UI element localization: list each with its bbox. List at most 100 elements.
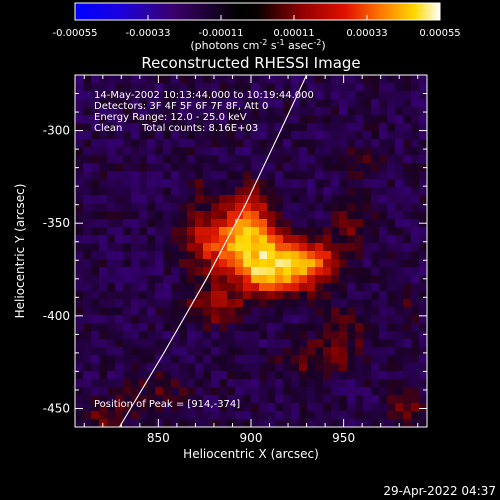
heatmap-cell bbox=[75, 147, 84, 156]
heatmap-cell bbox=[203, 163, 212, 172]
heatmap-cell bbox=[163, 219, 172, 228]
heatmap-cell bbox=[99, 203, 108, 212]
heatmap-cell bbox=[363, 379, 372, 388]
heatmap-cell bbox=[291, 395, 300, 404]
heatmap-cell bbox=[107, 211, 116, 220]
heatmap-cell bbox=[411, 163, 420, 172]
heatmap-cell bbox=[315, 387, 324, 396]
heatmap-cell bbox=[91, 411, 100, 420]
heatmap-cell bbox=[235, 283, 244, 292]
heatmap-cell bbox=[171, 123, 180, 132]
heatmap-cell bbox=[403, 307, 412, 316]
heatmap-cell bbox=[211, 403, 220, 412]
heatmap-cell bbox=[315, 235, 324, 244]
heatmap-cell bbox=[195, 187, 204, 196]
heatmap-cell bbox=[251, 123, 260, 132]
heatmap-cell bbox=[339, 195, 348, 204]
heatmap-cell bbox=[83, 259, 92, 268]
heatmap-cell bbox=[107, 123, 116, 132]
heatmap-cell bbox=[387, 347, 396, 356]
heatmap-cell bbox=[235, 267, 244, 276]
heatmap-cell bbox=[363, 99, 372, 108]
heatmap-cell bbox=[163, 387, 172, 396]
heatmap-cell bbox=[179, 275, 188, 284]
heatmap-cell bbox=[347, 379, 356, 388]
heatmap-cell bbox=[203, 403, 212, 412]
heatmap-cell bbox=[83, 139, 92, 148]
heatmap-cell bbox=[243, 91, 252, 100]
heatmap-cell bbox=[355, 315, 364, 324]
heatmap-cell bbox=[387, 107, 396, 116]
heatmap-cell bbox=[283, 275, 292, 284]
heatmap-cell bbox=[363, 307, 372, 316]
heatmap-cell bbox=[283, 139, 292, 148]
heatmap-cell bbox=[91, 75, 100, 84]
heatmap-cell bbox=[147, 307, 156, 316]
heatmap-cell bbox=[139, 363, 148, 372]
heatmap-cell bbox=[251, 235, 260, 244]
heatmap-cell bbox=[299, 403, 308, 412]
heatmap-cell bbox=[267, 91, 276, 100]
heatmap-cell bbox=[363, 259, 372, 268]
heatmap-cell bbox=[131, 291, 140, 300]
heatmap-cell bbox=[275, 147, 284, 156]
heatmap-cell bbox=[355, 139, 364, 148]
heatmap-cell bbox=[211, 219, 220, 228]
heatmap-cell bbox=[187, 355, 196, 364]
heatmap-cell bbox=[75, 307, 84, 316]
heatmap-cell bbox=[251, 83, 260, 92]
heatmap-cell bbox=[299, 131, 308, 140]
heatmap-cell bbox=[419, 299, 427, 308]
heatmap-cell bbox=[411, 283, 420, 292]
heatmap-cell bbox=[251, 315, 260, 324]
heatmap-cell bbox=[235, 307, 244, 316]
heatmap-cell bbox=[115, 195, 124, 204]
heatmap-cell bbox=[139, 299, 148, 308]
heatmap-cell bbox=[219, 139, 228, 148]
heatmap-cell bbox=[395, 139, 404, 148]
heatmap-cell bbox=[331, 171, 340, 180]
heatmap-cell bbox=[403, 227, 412, 236]
heatmap-cell bbox=[235, 243, 244, 252]
heatmap-cell bbox=[323, 355, 332, 364]
heatmap-cell bbox=[347, 355, 356, 364]
heatmap-cell bbox=[211, 243, 220, 252]
heatmap-cell bbox=[283, 371, 292, 380]
heatmap-cell bbox=[291, 403, 300, 412]
heatmap-cell bbox=[267, 243, 276, 252]
heatmap-cell bbox=[187, 371, 196, 380]
heatmap-cell bbox=[355, 275, 364, 284]
heatmap-cell bbox=[355, 307, 364, 316]
heatmap-cell bbox=[275, 339, 284, 348]
heatmap-cell bbox=[235, 83, 244, 92]
heatmap-cell bbox=[243, 227, 252, 236]
heatmap-cell bbox=[251, 99, 260, 108]
heatmap-cell bbox=[419, 259, 427, 268]
heatmap-cell bbox=[235, 147, 244, 156]
heatmap-cell bbox=[123, 403, 132, 412]
heatmap-cell bbox=[299, 411, 308, 420]
colorbar-tick-label: 0.00033 bbox=[346, 28, 387, 39]
heatmap-cell bbox=[219, 115, 228, 124]
heatmap-cell bbox=[275, 315, 284, 324]
heatmap-cell bbox=[195, 75, 204, 84]
heatmap-cell bbox=[107, 115, 116, 124]
heatmap-cell bbox=[187, 379, 196, 388]
heatmap-cell bbox=[299, 275, 308, 284]
heatmap-cell bbox=[283, 243, 292, 252]
heatmap-cell bbox=[147, 163, 156, 172]
heatmap-cell bbox=[267, 171, 276, 180]
heatmap-cell bbox=[331, 203, 340, 212]
heatmap-cell bbox=[227, 107, 236, 116]
heatmap-cell bbox=[75, 283, 84, 292]
heatmap-cell bbox=[331, 235, 340, 244]
heatmap-cell bbox=[419, 107, 427, 116]
heatmap-cell bbox=[171, 299, 180, 308]
heatmap-cell bbox=[155, 347, 164, 356]
heatmap-cell bbox=[99, 371, 108, 380]
heatmap-cell bbox=[123, 115, 132, 124]
heatmap-cell bbox=[243, 115, 252, 124]
heatmap-cell bbox=[123, 83, 132, 92]
heatmap-cell bbox=[147, 299, 156, 308]
heatmap-cell bbox=[379, 179, 388, 188]
